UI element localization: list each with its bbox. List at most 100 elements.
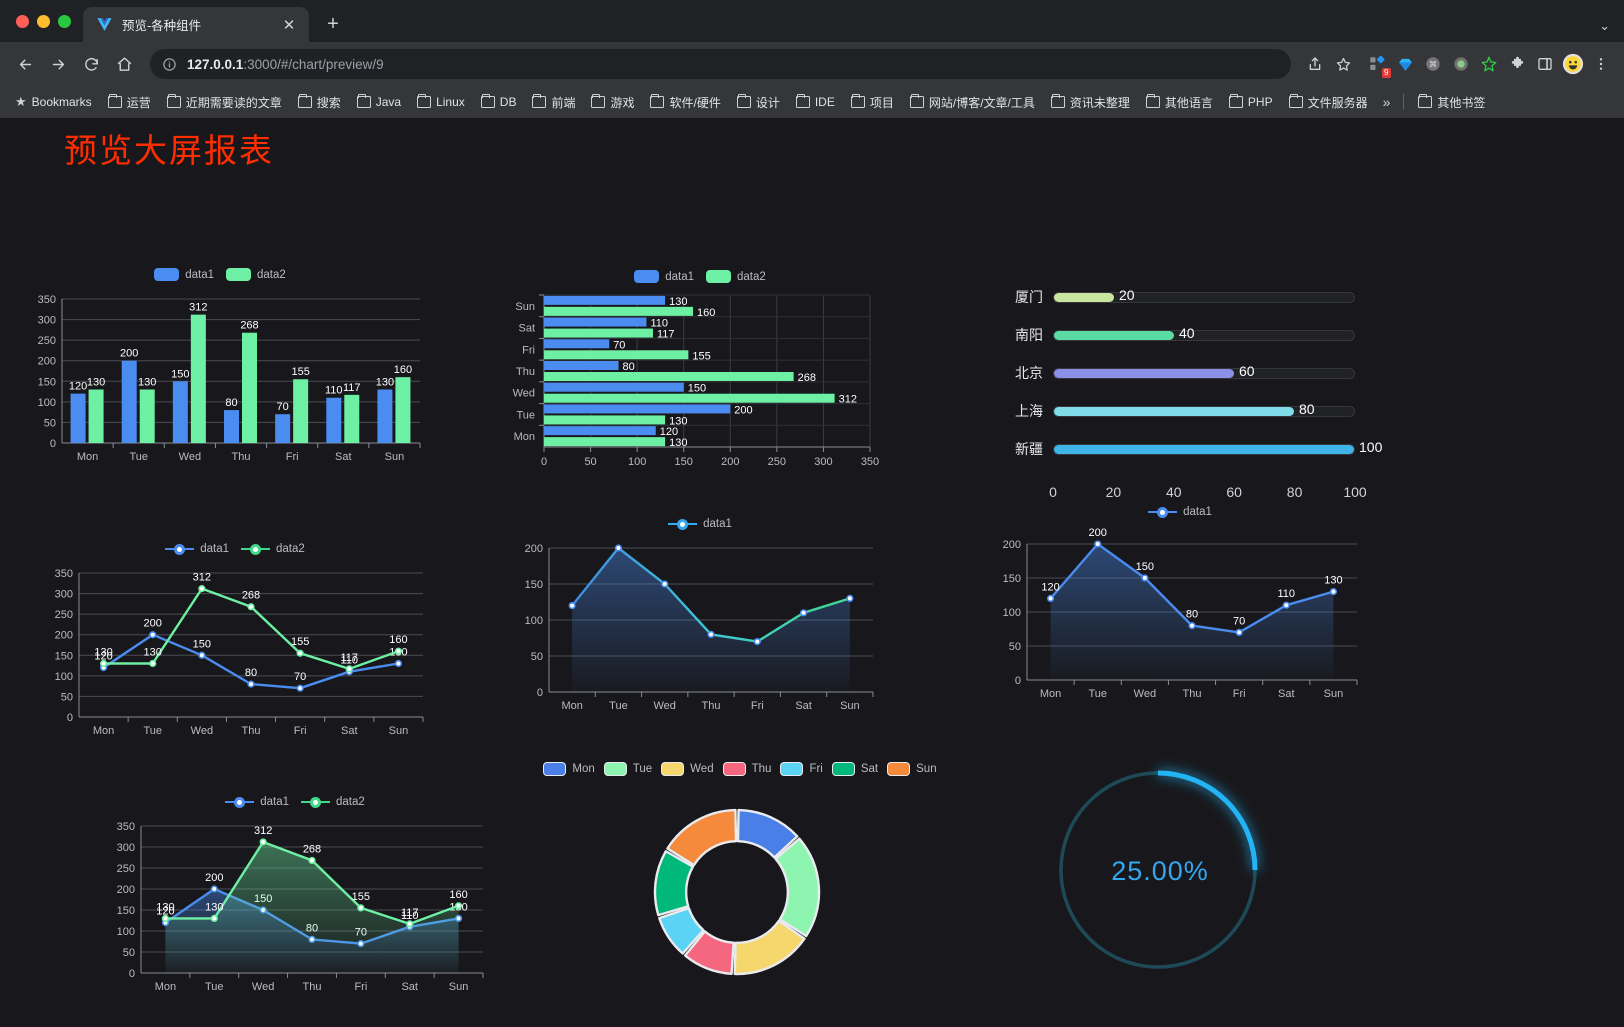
bookmark-folder[interactable]: 项目	[844, 91, 901, 114]
bar[interactable]	[544, 295, 666, 305]
circle-icon[interactable]	[1448, 51, 1474, 77]
close-window-button[interactable]	[16, 14, 29, 28]
extension-grid-icon[interactable]: 9	[1364, 51, 1391, 78]
bar[interactable]	[344, 394, 360, 443]
bar[interactable]	[139, 389, 155, 443]
bar[interactable]	[544, 393, 835, 403]
data-point[interactable]	[149, 659, 157, 668]
data-point[interactable]	[614, 544, 623, 552]
bar[interactable]	[544, 339, 610, 349]
data-point[interactable]	[345, 665, 353, 673]
data-point[interactable]	[406, 920, 414, 928]
data-point[interactable]	[296, 649, 304, 657]
data-point[interactable]	[661, 580, 669, 588]
bookmark-folder[interactable]: DB	[474, 92, 524, 112]
more-menu-icon[interactable]	[1588, 51, 1614, 77]
data-point[interactable]	[394, 647, 403, 655]
legend-item-data2[interactable]: data2	[226, 268, 286, 281]
bar[interactable]	[275, 414, 291, 443]
legend-item-fri[interactable]: Fri	[780, 762, 823, 776]
data-point[interactable]	[247, 680, 255, 688]
bar[interactable]	[377, 389, 393, 443]
tab-list-menu-icon[interactable]: ⌄	[1599, 18, 1610, 33]
bookmark-folder[interactable]: 其他语言	[1139, 91, 1220, 114]
bar[interactable]	[544, 404, 731, 414]
bar[interactable]	[326, 397, 342, 443]
data-point[interactable]	[259, 838, 267, 846]
maximize-window-button[interactable]	[58, 14, 71, 28]
donut-slice[interactable]	[683, 930, 735, 976]
new-tab-button[interactable]: +	[327, 12, 339, 35]
sidepanel-icon[interactable]	[1532, 51, 1558, 77]
bookmark-folder[interactable]: PHP	[1222, 92, 1280, 112]
donut-slice[interactable]	[658, 906, 705, 955]
bar[interactable]	[88, 389, 104, 443]
legend-item-sat[interactable]: Sat	[831, 762, 878, 776]
puzzle-icon[interactable]	[1504, 51, 1530, 77]
data-point[interactable]	[357, 904, 365, 912]
data-point[interactable]	[210, 914, 218, 922]
back-button[interactable]	[10, 49, 40, 79]
data-point[interactable]	[454, 902, 463, 910]
legend-item-mon[interactable]: Mon	[543, 762, 595, 776]
data-point[interactable]	[149, 631, 157, 639]
bar[interactable]	[190, 314, 206, 443]
diamond-icon[interactable]	[1392, 51, 1418, 77]
bookmark-folder[interactable]: Java	[350, 92, 408, 112]
data-point[interactable]	[247, 603, 255, 611]
reload-button[interactable]	[76, 49, 106, 79]
bar[interactable]	[544, 372, 794, 381]
progress-track[interactable]: 80	[1053, 401, 1355, 417]
data-point[interactable]	[1282, 601, 1290, 609]
legend-item-thu[interactable]: Thu	[722, 762, 771, 776]
data-point[interactable]	[210, 885, 218, 893]
other-bookmarks-folder[interactable]: 其他书签	[1411, 91, 1492, 114]
bar[interactable]	[544, 415, 666, 425]
bookmark-folder[interactable]: 文件服务器	[1282, 91, 1375, 114]
data-point[interactable]	[707, 630, 715, 638]
data-point[interactable]	[1188, 621, 1196, 630]
bookmark-folder[interactable]: 设计	[730, 91, 787, 114]
bar[interactable]	[242, 332, 257, 443]
data-point[interactable]	[308, 856, 316, 865]
legend-item-data2[interactable]: data2	[301, 796, 365, 808]
donut-slice[interactable]	[733, 919, 806, 976]
home-button[interactable]	[109, 49, 139, 79]
bar[interactable]	[544, 350, 689, 360]
share-icon[interactable]	[1302, 51, 1328, 77]
bar[interactable]	[70, 393, 86, 443]
data-point[interactable]	[568, 601, 576, 610]
bar[interactable]	[544, 382, 684, 392]
data-point[interactable]	[753, 637, 761, 646]
legend-item-wed[interactable]: Wed	[661, 762, 714, 776]
bookmark-folder[interactable]: IDE	[789, 92, 842, 112]
bar[interactable]	[395, 377, 411, 443]
progress-track[interactable]: 60	[1053, 363, 1355, 379]
bookmark-folder[interactable]: Linux	[410, 92, 472, 112]
bookmarks-overflow-button[interactable]: »	[1382, 94, 1391, 110]
data-point[interactable]	[198, 585, 206, 593]
bookmark-folder[interactable]: 网站/博客/文章/工具	[903, 91, 1042, 114]
bar[interactable]	[172, 381, 188, 443]
data-point[interactable]	[161, 914, 170, 922]
bar[interactable]	[544, 317, 647, 327]
data-point[interactable]	[1094, 540, 1102, 548]
data-point[interactable]	[799, 609, 808, 617]
profile-avatar-icon[interactable]	[1560, 51, 1586, 77]
legend-item-tue[interactable]: Tue	[603, 762, 652, 776]
data-point[interactable]	[198, 651, 206, 659]
bookmark-folder[interactable]: 近期需要读的文章	[160, 91, 289, 114]
data-point[interactable]	[1046, 594, 1055, 602]
data-point[interactable]	[99, 659, 108, 668]
browser-tab[interactable]: 预览-各种组件 ✕	[83, 7, 309, 42]
minimize-window-button[interactable]	[37, 14, 50, 28]
legend-item-data1[interactable]: data1	[154, 268, 214, 281]
legend-item-data1[interactable]: data1	[225, 796, 289, 808]
data-point[interactable]	[1235, 628, 1243, 636]
progress-track[interactable]: 40	[1053, 325, 1355, 341]
donut-slice[interactable]	[666, 808, 738, 867]
bar[interactable]	[544, 437, 666, 447]
data-point[interactable]	[394, 659, 403, 668]
data-point[interactable]	[296, 684, 304, 692]
legend-item-data2[interactable]: data2	[241, 543, 305, 555]
